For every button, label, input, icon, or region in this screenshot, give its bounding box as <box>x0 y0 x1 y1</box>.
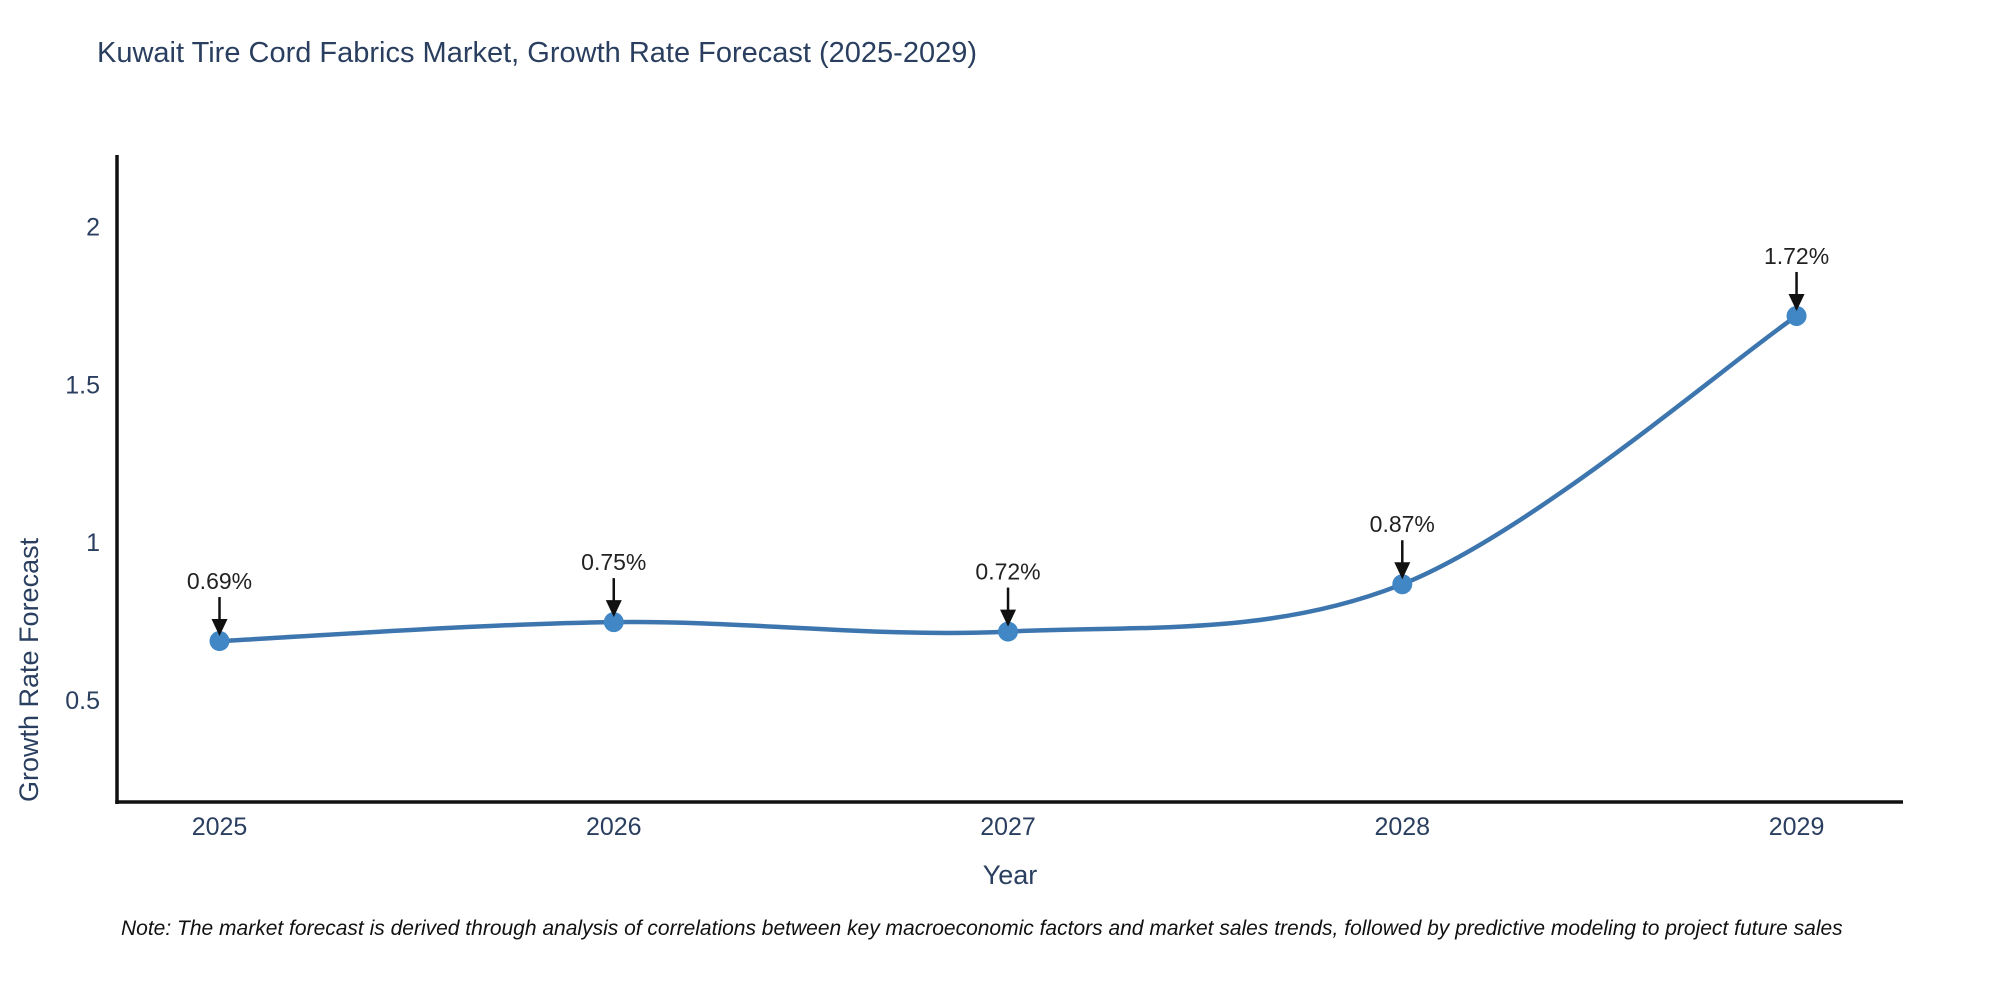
data-point-2028[interactable] <box>1392 574 1413 595</box>
y-tick-label: 1 <box>86 529 100 557</box>
x-tick-label: 2025 <box>192 813 248 841</box>
y-tick-label: 2 <box>86 214 100 242</box>
y-axis-title: Growth Rate Forecast <box>14 537 44 802</box>
plot-area[interactable] <box>117 155 1903 802</box>
x-tick-label: 2029 <box>1769 813 1825 841</box>
y-tick-label: 0.5 <box>65 687 100 715</box>
x-tick-label: 2026 <box>586 813 642 841</box>
annotation-label-2029: 1.72% <box>1764 243 1829 269</box>
annotation-label-2027: 0.72% <box>975 559 1040 585</box>
annotation-label-2028: 0.87% <box>1370 511 1435 537</box>
y-tick-label: 1.5 <box>65 371 100 399</box>
annotation-arrowhead <box>211 619 228 637</box>
chart-title: Kuwait Tire Cord Fabrics Market, Growth … <box>97 37 977 69</box>
footnote: Note: The market forecast is derived thr… <box>121 917 1843 940</box>
annotation-label-2025: 0.69% <box>187 568 252 594</box>
annotation-label-2026: 0.75% <box>581 549 646 575</box>
annotation-arrowhead <box>1788 293 1805 311</box>
x-tick-label: 2027 <box>980 813 1036 841</box>
data-point-2025[interactable] <box>209 631 230 652</box>
data-point-2027[interactable] <box>998 621 1019 642</box>
x-axis-title: Year <box>982 860 1038 890</box>
data-point-2029[interactable] <box>1786 305 1807 326</box>
x-tick-label: 2028 <box>1374 813 1430 841</box>
annotation-arrowhead <box>605 600 622 618</box>
annotation-arrowhead <box>1000 609 1017 627</box>
data-point-2026[interactable] <box>603 612 624 633</box>
annotation-arrowhead <box>1394 562 1411 580</box>
